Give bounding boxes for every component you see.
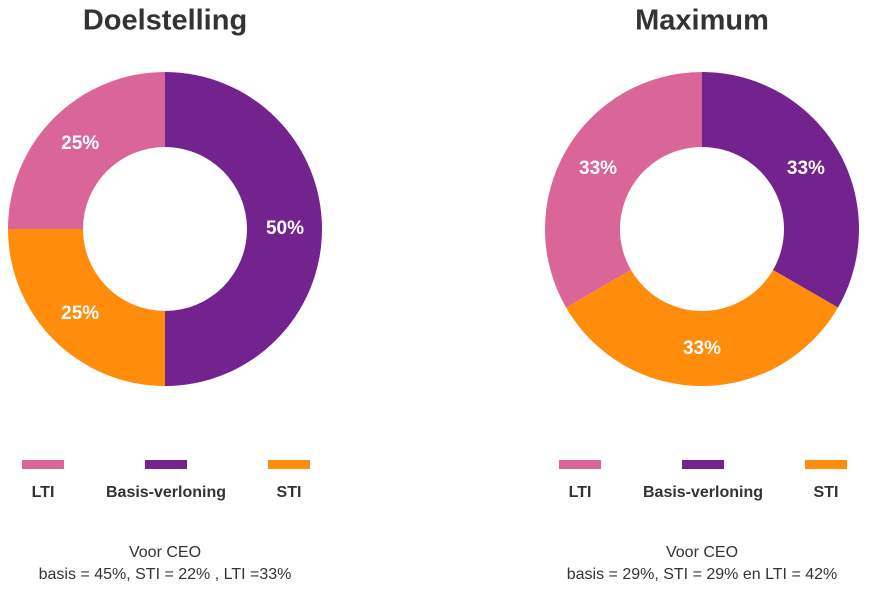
data-label: 33% xyxy=(579,158,617,179)
legend-label: Basis-verloning xyxy=(643,484,763,501)
chart-title: Doelstelling xyxy=(83,5,247,37)
data-label: 25% xyxy=(61,133,99,154)
data-label: 25% xyxy=(61,303,99,324)
donut-slice xyxy=(702,72,859,308)
legend-swatch xyxy=(559,460,601,469)
donut-slice xyxy=(566,270,838,387)
note: Voor CEO xyxy=(129,544,201,561)
legend-label: STI xyxy=(277,484,302,501)
donut-slice xyxy=(545,72,702,308)
note: basis = 45%, STI = 22% , LTI =33% xyxy=(39,566,292,583)
data-label: 33% xyxy=(787,158,825,179)
note: basis = 29%, STI = 29% en LTI = 42% xyxy=(567,566,838,583)
data-label: 50% xyxy=(266,218,304,239)
legend-label: STI xyxy=(814,484,839,501)
note: Voor CEO xyxy=(666,544,738,561)
data-label: 33% xyxy=(683,338,721,359)
legend-label: LTI xyxy=(569,484,592,501)
legend-swatch xyxy=(805,460,847,469)
legend-label: LTI xyxy=(32,484,55,501)
legend-swatch xyxy=(145,460,187,469)
legend-swatch xyxy=(268,460,310,469)
chart-title: Maximum xyxy=(635,5,769,37)
legend-label: Basis-verloning xyxy=(106,484,226,501)
donut-slice xyxy=(165,72,322,386)
legend-swatch xyxy=(22,460,64,469)
legend-swatch xyxy=(682,460,724,469)
donut-slice xyxy=(8,229,165,386)
donut-slice xyxy=(8,72,165,229)
